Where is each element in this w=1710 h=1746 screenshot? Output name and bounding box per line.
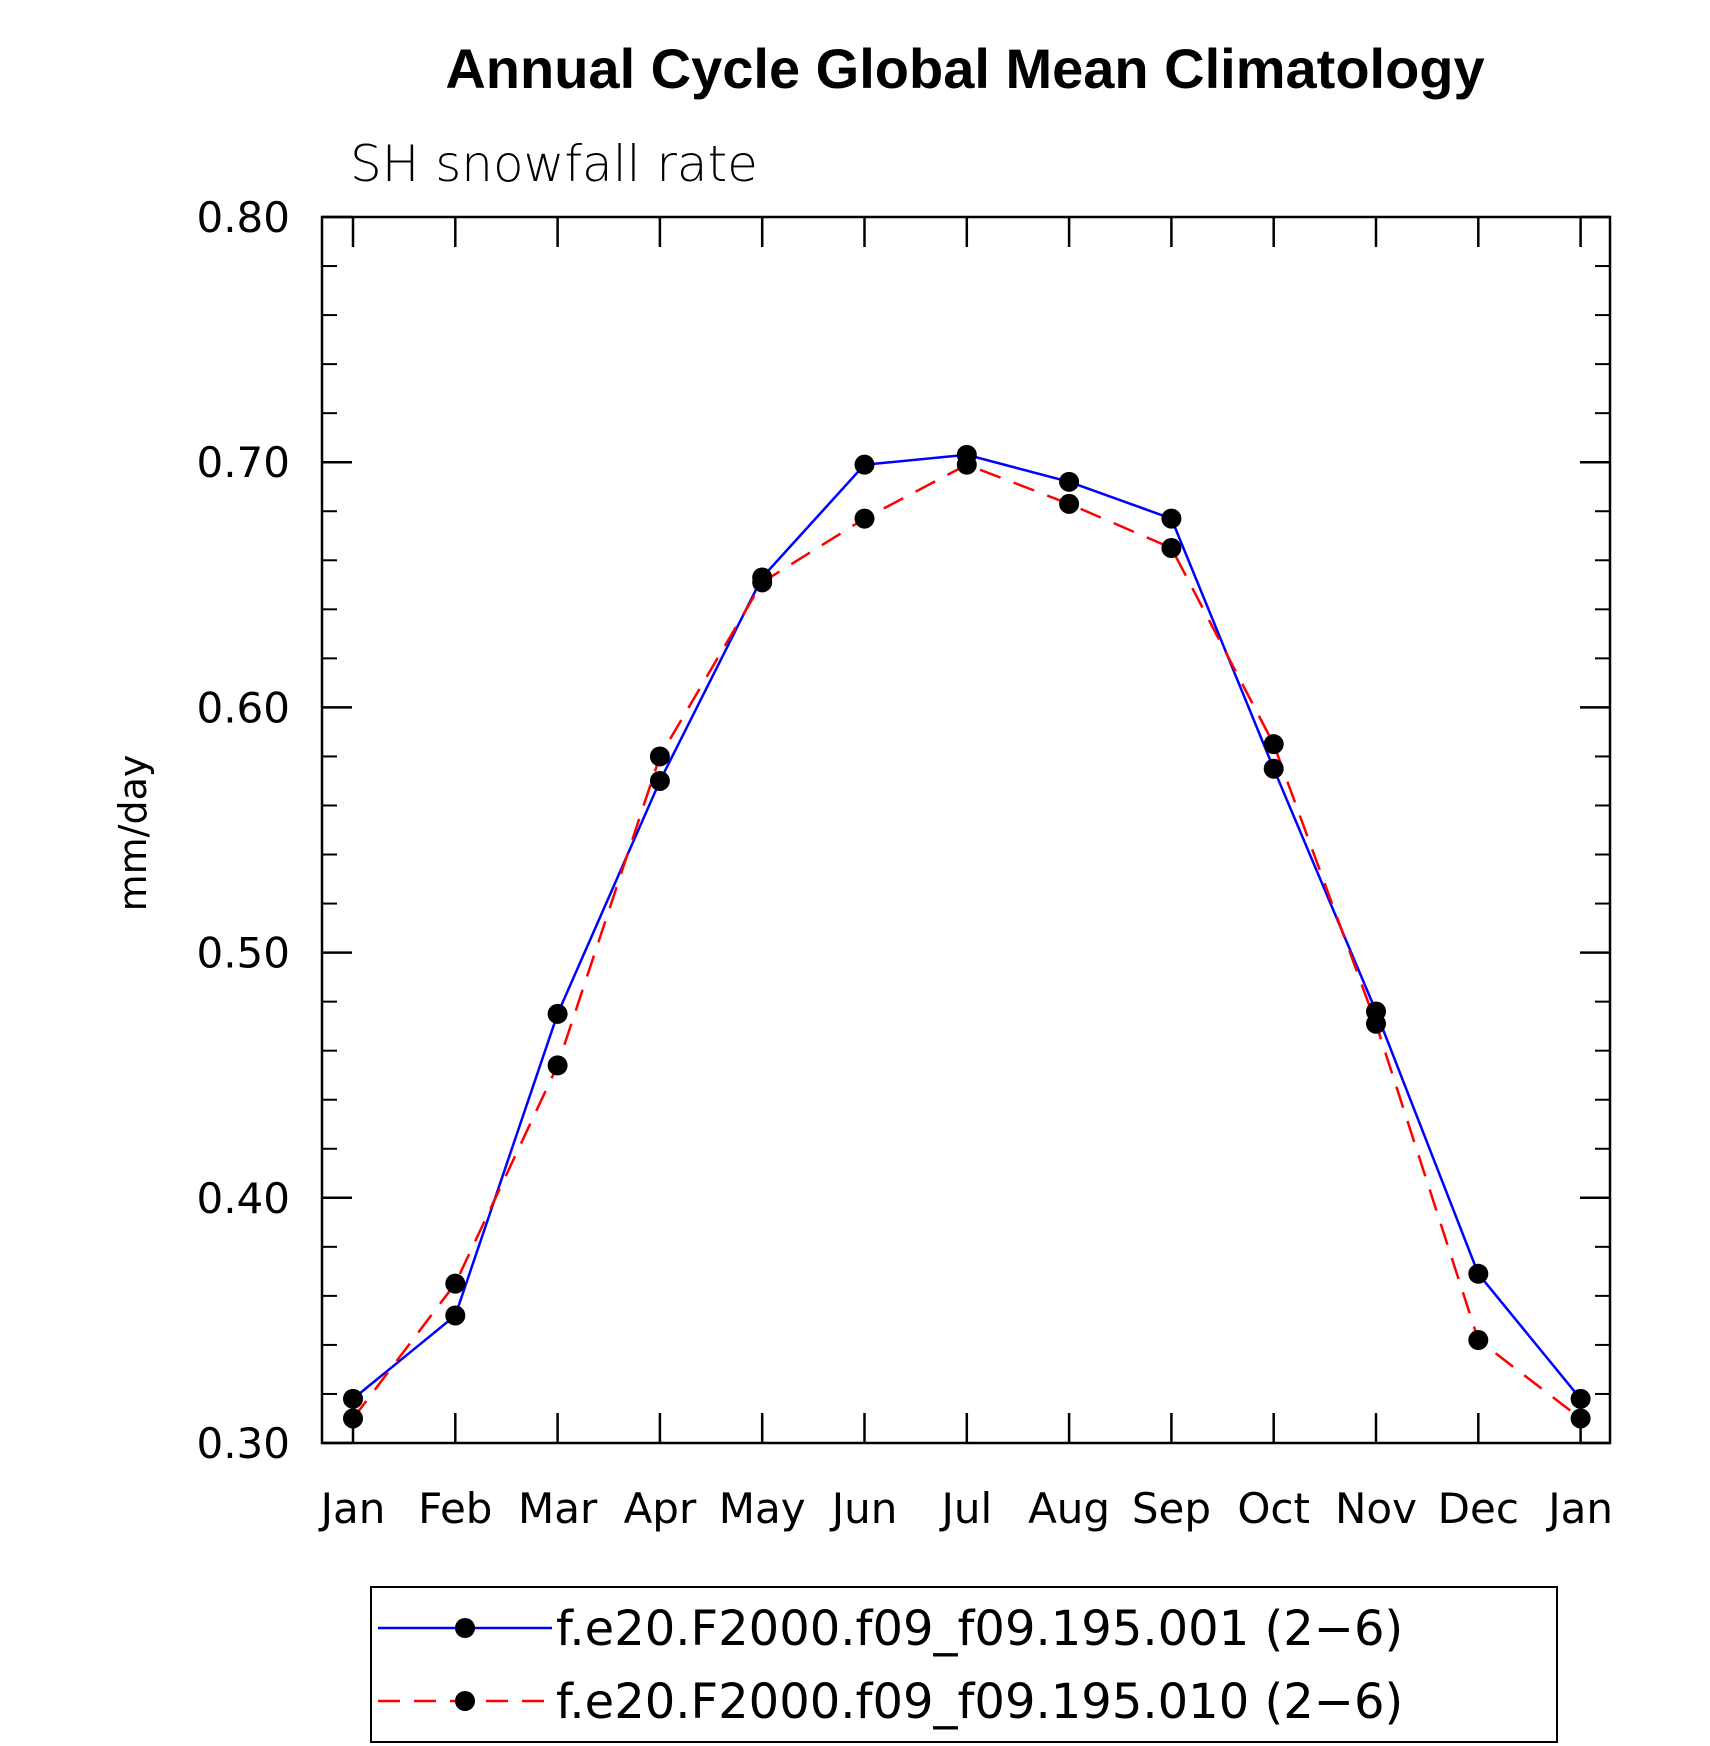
y-tick-label: 0.60 <box>196 683 290 732</box>
legend-label-series-2: f.e20.F2000.f09_f09.195.010 (2−6) <box>556 1674 1403 1730</box>
y-tick-label: 0.30 <box>196 1419 290 1468</box>
x-axis-ticks: Jan Feb Mar Apr May Jun Jul Aug Sep Oct Nov Dec Jan <box>318 217 1613 1533</box>
legend-label-series-1: f.e20.F2000.f09_f09.195.001 (2−6) <box>556 1601 1403 1657</box>
data-point-series-2 <box>1059 493 1080 514</box>
data-point-series-1 <box>1570 1388 1591 1409</box>
legend: f.e20.F2000.f09_f09.195.001 (2−6) f.e20.… <box>370 1586 1558 1743</box>
x-tick-label: Dec <box>1438 1484 1519 1533</box>
x-tick-label: Jan <box>1545 1484 1613 1533</box>
y-axis-label: mm/day <box>111 755 155 912</box>
x-tick-label: Sep <box>1132 1484 1211 1533</box>
y-tick-label: 0.70 <box>196 438 290 487</box>
data-point-series-1 <box>445 1305 466 1326</box>
x-tick-label: Aug <box>1028 1484 1110 1533</box>
data-point-series-1 <box>1468 1263 1489 1284</box>
data-point-series-2 <box>1570 1408 1591 1429</box>
data-point-series-1 <box>1161 508 1182 529</box>
legend-box <box>370 1586 1558 1743</box>
data-point-series-2 <box>854 508 875 529</box>
x-tick-label: Apr <box>624 1484 697 1533</box>
legend-marker-series-2 <box>455 1691 475 1711</box>
data-point-series-1 <box>343 1388 363 1409</box>
data-point-series-2 <box>343 1408 363 1429</box>
series-line-2 <box>352 463 1582 1420</box>
legend-marker-series-1 <box>455 1618 475 1638</box>
data-point-series-2 <box>649 746 670 767</box>
x-tick-label: Nov <box>1335 1484 1417 1533</box>
x-tick-label: Mar <box>518 1484 598 1533</box>
data-point-series-1 <box>854 454 875 475</box>
data-point-series-2 <box>445 1273 466 1294</box>
series-layer <box>343 444 1591 1429</box>
data-point-series-2 <box>1468 1330 1489 1351</box>
chart-title: Annual Cycle Global Mean Climatology <box>445 37 1484 100</box>
x-tick-label: Jul <box>938 1484 992 1533</box>
x-tick-label: Oct <box>1237 1484 1310 1533</box>
y-tick-label: 0.40 <box>196 1174 290 1223</box>
series-line-1 <box>352 453 1582 1400</box>
chart-subtitle: SH snowfall rate <box>350 135 758 193</box>
x-tick-label: Jun <box>829 1484 898 1533</box>
x-tick-label: Jan <box>318 1484 386 1533</box>
data-point-series-2 <box>1161 538 1182 559</box>
y-axis-ticks: 0.30 0.40 0.50 0.60 0.70 0.80 <box>196 193 1610 1468</box>
data-point-series-2 <box>752 572 773 593</box>
plot-border <box>320 215 1612 1445</box>
data-point-series-1 <box>1059 471 1080 492</box>
data-point-series-2 <box>956 454 977 475</box>
data-point-series-2 <box>1263 734 1284 755</box>
x-tick-label: May <box>719 1484 806 1533</box>
plot-frame <box>320 215 1612 1445</box>
data-point-series-1 <box>547 1003 568 1024</box>
x-tick-label: Feb <box>418 1484 492 1533</box>
y-tick-label: 0.80 <box>196 193 290 242</box>
y-tick-label: 0.50 <box>196 929 290 978</box>
data-point-series-1 <box>1263 758 1284 779</box>
data-point-series-2 <box>1366 1013 1386 1034</box>
data-point-series-1 <box>649 770 670 791</box>
data-point-series-2 <box>547 1055 568 1076</box>
